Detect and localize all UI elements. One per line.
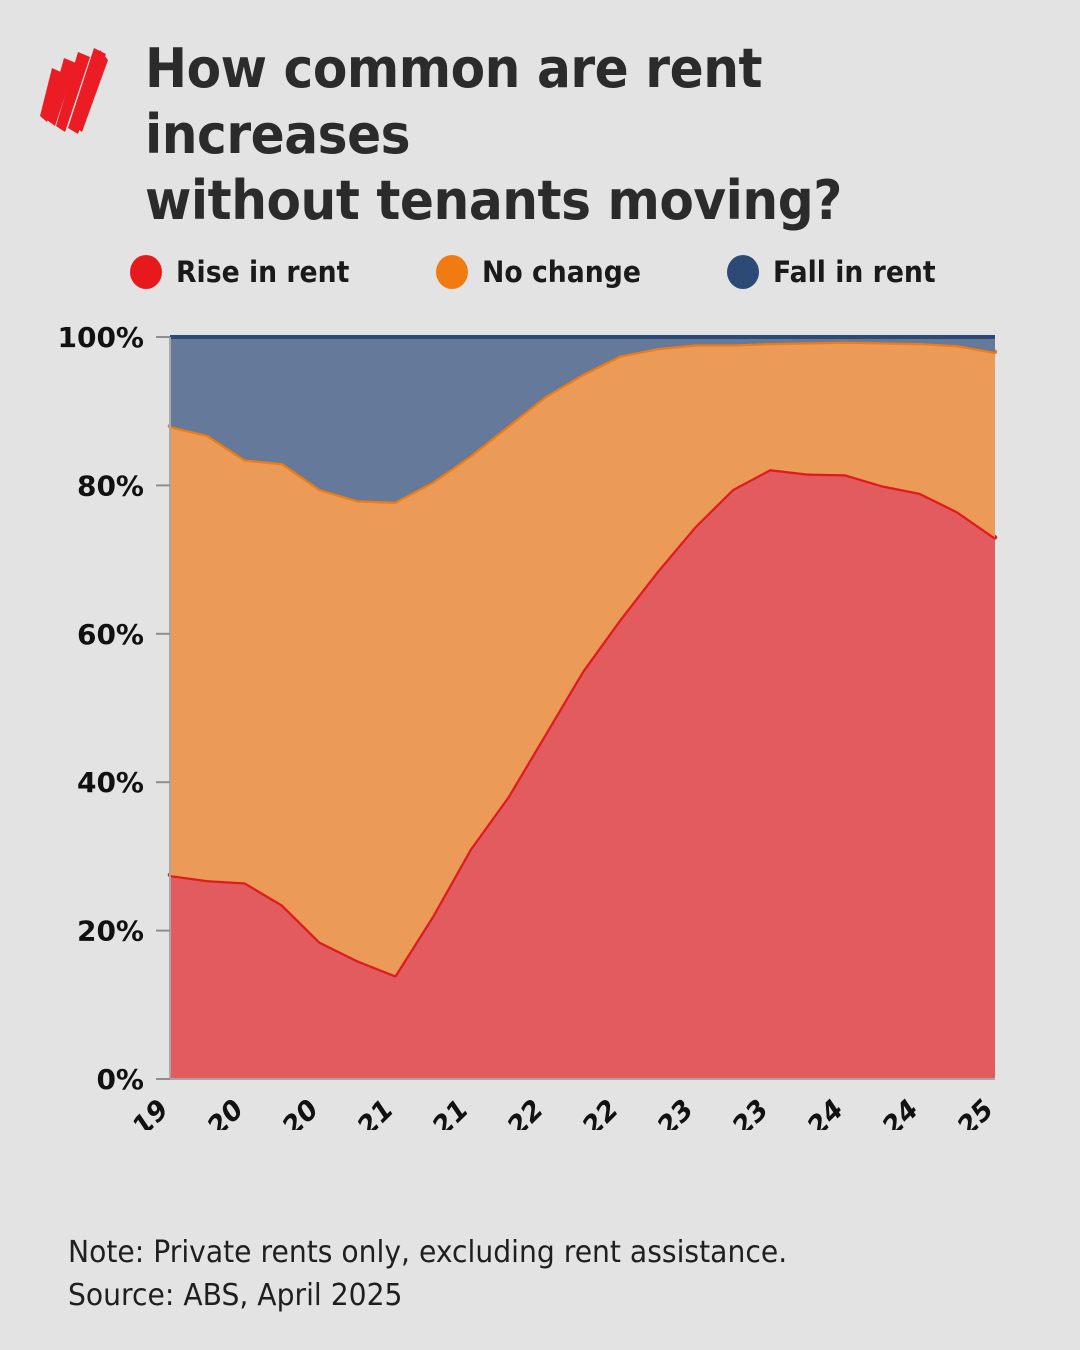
sbs-logo-icon	[38, 46, 110, 138]
y-axis-tick-label: 60%	[77, 618, 144, 651]
area-band-no-change	[170, 341, 995, 976]
series-line-rise-in-rent	[167, 466, 998, 978]
chart-footnote: Note: Private rents only, excluding rent…	[68, 1232, 970, 1317]
header: How common are rent increases without te…	[0, 0, 1080, 232]
legend-item-nochange[interactable]: No change	[436, 255, 655, 289]
legend-item-fall[interactable]: Fall in rent	[727, 255, 950, 289]
y-axis-labels: 0% 20% 40% 60% 80% 100%	[57, 321, 144, 1096]
y-axis-tick-label: 0%	[96, 1063, 144, 1096]
footnote-note: Note: Private rents only, excluding rent…	[68, 1235, 788, 1270]
chart-container: 0% 20% 40% 60% 80% 100% Oct-19Apr-20Oct-20Apr…	[0, 300, 1080, 1130]
legend-dot-fall-icon	[727, 255, 760, 289]
area-band-fall-in-rent	[170, 337, 995, 502]
legend-dot-rise-icon	[129, 255, 162, 289]
stacked-area-chart: 0% 20% 40% 60% 80% 100% Oct-19Apr-20Oct-20Apr…	[57, 321, 1000, 1130]
y-axis-tick-label: 20%	[77, 915, 144, 948]
legend-dot-nochange-icon	[436, 255, 469, 289]
chart-legend: Rise in rent No change Fall in rent	[0, 255, 1080, 289]
y-axis-tick-label: 80%	[77, 469, 144, 502]
x-axis-labels: Oct-19Apr-20Oct-20Apr-21Oct-21Apr-22Oct-…	[82, 1094, 1000, 1130]
area-series-group	[167, 337, 998, 1079]
legend-label-fall: Fall in rent	[773, 255, 936, 289]
legend-label-rise: Rise in rent	[175, 255, 350, 289]
page-title: How common are rent increases without te…	[145, 37, 842, 232]
x-axis-tick-label: Oct-19	[82, 1094, 175, 1130]
axis-lines	[156, 335, 995, 1080]
legend-item-rise[interactable]: Rise in rent	[129, 255, 364, 289]
y-axis-tick-label: 40%	[77, 766, 144, 799]
y-axis-tick-label: 100%	[57, 321, 144, 354]
footnote-source: Source: ABS, April 2025	[68, 1277, 403, 1313]
legend-label-nochange: No change	[482, 255, 642, 289]
area-band-rise-in-rent	[170, 469, 995, 1079]
